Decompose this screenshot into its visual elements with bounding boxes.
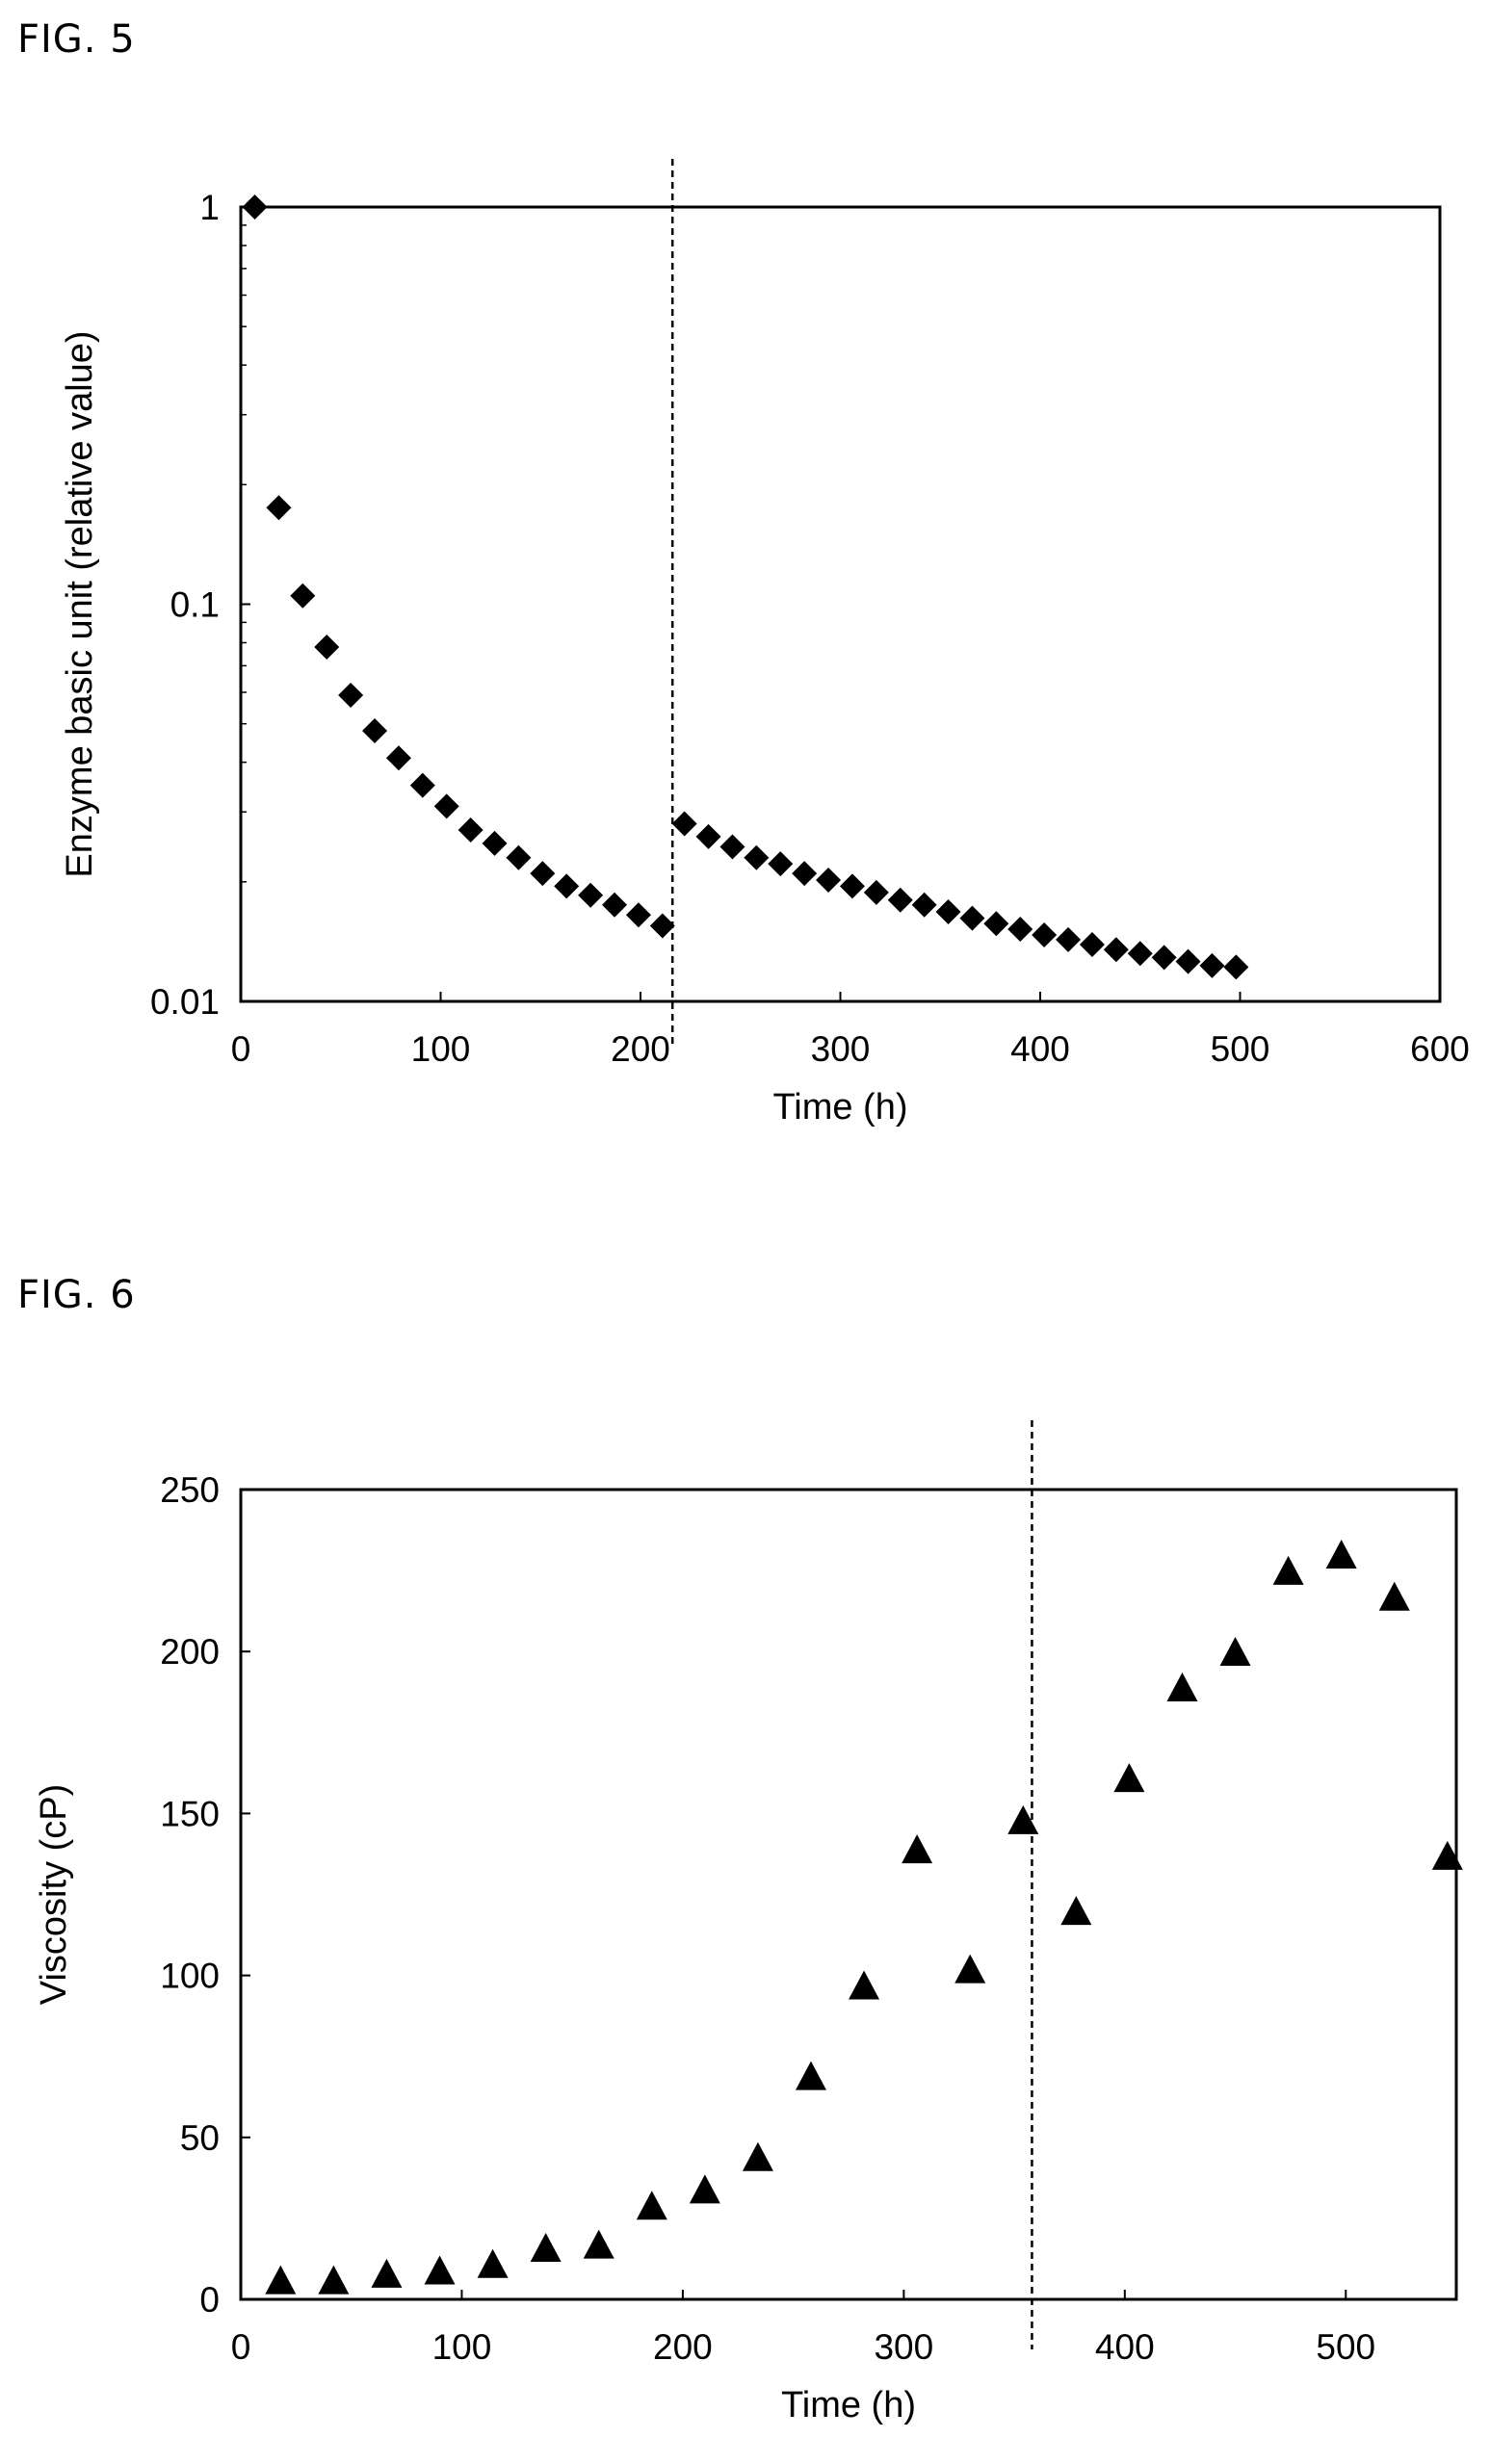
y-tick-label: 200 bbox=[160, 1632, 220, 1672]
data-point-triangle bbox=[849, 1970, 880, 2000]
data-point-triangle bbox=[954, 1954, 986, 1984]
data-point-diamond bbox=[409, 772, 435, 798]
data-point-triangle bbox=[742, 2141, 773, 2171]
data-point-diamond bbox=[935, 899, 961, 925]
data-point-triangle bbox=[1219, 1636, 1251, 1666]
data-point-diamond bbox=[719, 834, 745, 860]
plot-frame bbox=[239, 1488, 1458, 2301]
data-point-triangle bbox=[902, 1834, 933, 1864]
data-point-triangle bbox=[689, 2174, 720, 2204]
data-point-diamond bbox=[602, 892, 628, 918]
data-point-diamond bbox=[744, 844, 770, 870]
y-axis-title: Enzyme basic unit (relative value) bbox=[60, 330, 100, 877]
x-axis-title: Time (h) bbox=[781, 2385, 916, 2425]
data-point-triangle bbox=[371, 2258, 403, 2288]
data-point-triangle bbox=[424, 2255, 456, 2285]
x-tick-label: 100 bbox=[432, 2327, 492, 2367]
data-point-diamond bbox=[863, 879, 889, 905]
data-point-diamond bbox=[911, 892, 937, 918]
data-point-diamond bbox=[792, 861, 818, 887]
data-point-diamond bbox=[1127, 941, 1153, 967]
figure-6-label: FIG. 6 bbox=[17, 1273, 136, 1317]
data-point-triangle bbox=[1113, 1763, 1145, 1793]
x-tick-label: 100 bbox=[411, 1029, 471, 1069]
y-tick-label: 0.1 bbox=[170, 585, 220, 625]
data-point-diamond bbox=[1199, 952, 1225, 978]
data-point-triangle bbox=[1272, 1555, 1304, 1585]
data-point-diamond bbox=[695, 823, 721, 849]
data-point-triangle bbox=[636, 2191, 667, 2220]
data-point-diamond bbox=[887, 887, 913, 913]
y-tick-label: 0.01 bbox=[150, 982, 220, 1022]
data-point-diamond bbox=[1151, 945, 1177, 971]
x-tick-label: 0 bbox=[231, 2327, 251, 2367]
y-tick-label: 150 bbox=[160, 1794, 220, 1833]
data-point-diamond bbox=[1223, 954, 1249, 980]
data-point-diamond bbox=[362, 717, 388, 743]
data-point-triangle bbox=[1378, 1581, 1410, 1611]
data-point-diamond bbox=[671, 811, 697, 837]
data-point-triangle bbox=[795, 2061, 826, 2090]
data-point-triangle bbox=[1325, 1540, 1357, 1569]
y-axis-title: Viscosity (cP) bbox=[34, 1784, 74, 2005]
data-point-diamond bbox=[385, 745, 411, 771]
data-point-diamond bbox=[983, 911, 1009, 937]
y-tick-label: 1 bbox=[199, 188, 220, 227]
data-point-diamond bbox=[433, 793, 459, 819]
data-point-triangle bbox=[1166, 1672, 1198, 1701]
data-point-triangle bbox=[1007, 1804, 1039, 1834]
y-tick-label: 0 bbox=[199, 2280, 220, 2320]
data-point-triangle bbox=[1431, 1840, 1463, 1870]
data-point-diamond bbox=[578, 882, 604, 908]
data-point-diamond bbox=[1056, 926, 1082, 952]
data-point-diamond bbox=[530, 861, 556, 887]
x-tick-label: 200 bbox=[653, 2327, 713, 2367]
data-point-triangle bbox=[1060, 1896, 1092, 1926]
x-tick-label: 300 bbox=[874, 2327, 933, 2367]
data-point-triangle bbox=[265, 2265, 297, 2295]
data-point-diamond bbox=[839, 873, 865, 899]
x-tick-label: 400 bbox=[1010, 1029, 1070, 1069]
data-point-diamond bbox=[1032, 921, 1058, 947]
figure-5-label: FIG. 5 bbox=[17, 17, 136, 62]
data-point-diamond bbox=[457, 817, 484, 843]
y-tick-label: 50 bbox=[180, 2118, 220, 2158]
data-point-diamond bbox=[649, 913, 675, 939]
x-tick-label: 400 bbox=[1095, 2327, 1155, 2367]
data-point-triangle bbox=[530, 2232, 562, 2262]
data-point-triangle bbox=[583, 2229, 614, 2259]
data-point-triangle bbox=[318, 2265, 350, 2295]
data-point-diamond bbox=[482, 830, 508, 856]
data-point-diamond bbox=[554, 873, 580, 899]
figure-5-chart: 0 100 200 300 400 500 600 0.01 0.1 1 Time (h) Enzym… bbox=[60, 159, 1470, 1128]
data-point-diamond bbox=[290, 583, 316, 609]
data-point-diamond bbox=[314, 635, 340, 661]
y-tick-label: 100 bbox=[160, 1957, 220, 1996]
data-point-diamond bbox=[768, 851, 794, 877]
data-point-diamond bbox=[506, 844, 532, 870]
x-tick-label: 0 bbox=[231, 1029, 251, 1069]
x-tick-label: 300 bbox=[811, 1029, 871, 1069]
data-point-diamond bbox=[1007, 916, 1033, 942]
data-point-diamond bbox=[266, 495, 292, 521]
x-tick-label: 600 bbox=[1410, 1029, 1470, 1069]
data-point-diamond bbox=[816, 868, 842, 894]
x-tick-label: 200 bbox=[611, 1029, 670, 1069]
x-tick-label: 500 bbox=[1211, 1029, 1270, 1069]
y-tick-label: 250 bbox=[160, 1470, 220, 1510]
data-point-diamond bbox=[1175, 948, 1201, 974]
data-point-diamond bbox=[1103, 937, 1129, 963]
data-point-triangle bbox=[477, 2248, 509, 2278]
x-tick-label: 500 bbox=[1316, 2327, 1375, 2367]
data-point-diamond bbox=[625, 902, 651, 928]
x-axis-title: Time (h) bbox=[772, 1087, 907, 1128]
data-point-diamond bbox=[959, 905, 985, 931]
data-point-diamond bbox=[338, 683, 364, 709]
data-point-diamond bbox=[242, 195, 268, 220]
data-point-diamond bbox=[1079, 932, 1105, 958]
